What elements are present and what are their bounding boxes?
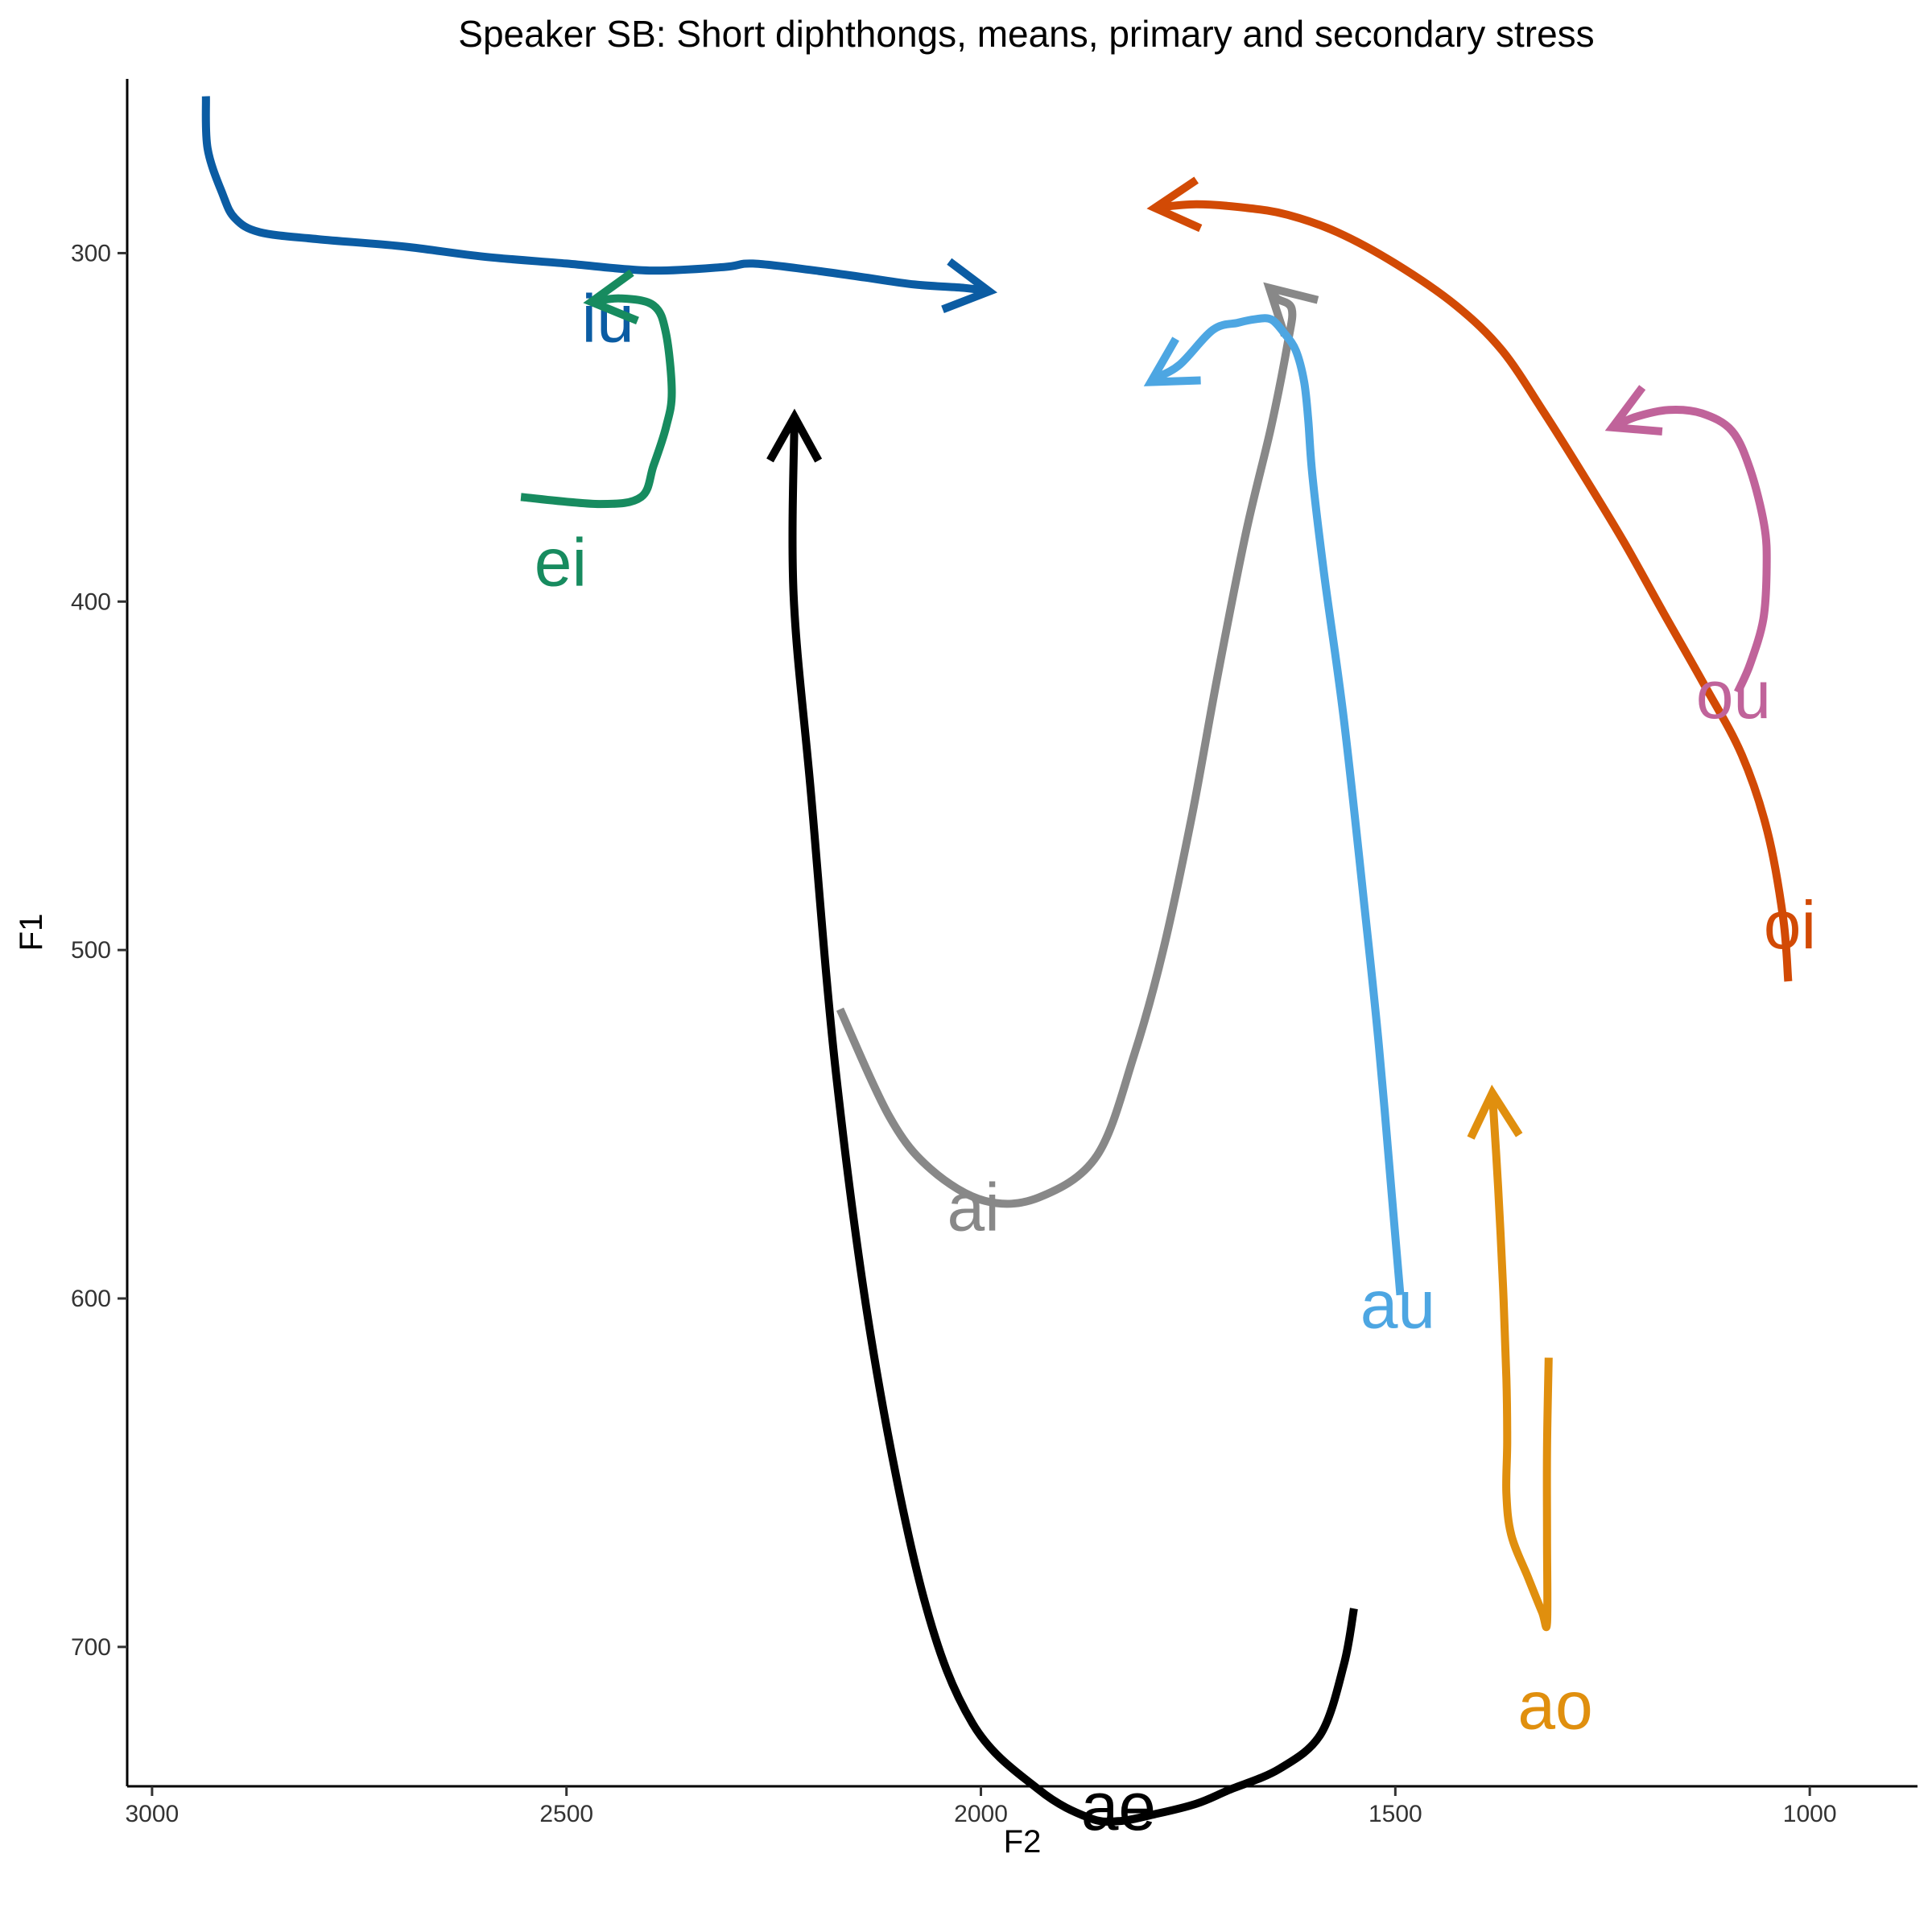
x-tick-label: 3000: [126, 1801, 180, 1827]
y-tick-label: 500: [71, 937, 111, 964]
series-oi: oi: [1146, 176, 1816, 982]
series-line-ai: [836, 285, 1297, 1208]
series-ou: ou: [1604, 385, 1771, 733]
arrow-head-ou: [1604, 385, 1663, 436]
series-label-ao: ao: [1517, 1667, 1592, 1743]
y-tick-label: 400: [71, 588, 111, 615]
series-line-ae: [788, 416, 1358, 1826]
arrow-head-au: [1143, 336, 1201, 386]
x-tick-label: 1000: [1783, 1801, 1837, 1827]
arrow-head-ae: [766, 408, 823, 463]
series-label-ei: ei: [535, 525, 587, 601]
series-line-iu: [201, 96, 990, 295]
y-tick-label: 600: [71, 1286, 111, 1312]
series-label-ae: ae: [1081, 1769, 1156, 1844]
series-label-ou: ou: [1696, 657, 1771, 733]
y-axis-title: F1: [14, 914, 49, 952]
series-label-oi: oi: [1764, 887, 1816, 963]
chart-title: Speaker SB: Short diphthongs, means, pri…: [458, 13, 1594, 55]
series-ao: ao: [1467, 1084, 1593, 1743]
axes: [126, 79, 1918, 1788]
x-axis-title: F2: [1004, 1824, 1042, 1860]
series-au: au: [1143, 314, 1435, 1343]
x-ticks: 3000 2500 2000 1500 1000: [126, 1786, 1837, 1827]
series-line-oi: [1154, 200, 1793, 982]
y-tick-label: 700: [71, 1634, 111, 1661]
series-label-ai: ai: [947, 1169, 1000, 1245]
y-ticks: 300 400 500 600 700: [71, 240, 127, 1661]
arrow-head-oi: [1146, 176, 1203, 233]
x-tick-label: 2500: [539, 1801, 593, 1827]
series-line-ei: [520, 294, 676, 509]
arrow-head-iu: [941, 258, 997, 313]
series-label-au: au: [1360, 1267, 1435, 1343]
arrow-head-ao: [1467, 1084, 1523, 1140]
series-line-au: [1147, 314, 1405, 1296]
arrow-head-ei: [583, 269, 639, 325]
series-ei: ei: [520, 269, 676, 601]
x-tick-label: 2000: [954, 1801, 1008, 1827]
series-line-ao: [1488, 1092, 1553, 1632]
x-tick-label: 1500: [1368, 1801, 1422, 1827]
series-line-ou: [1610, 405, 1771, 694]
arrow-head-ai: [1263, 282, 1319, 337]
series-ai: ai: [836, 282, 1319, 1245]
series-ae: ae: [766, 408, 1358, 1844]
y-tick-label: 300: [71, 240, 111, 266]
